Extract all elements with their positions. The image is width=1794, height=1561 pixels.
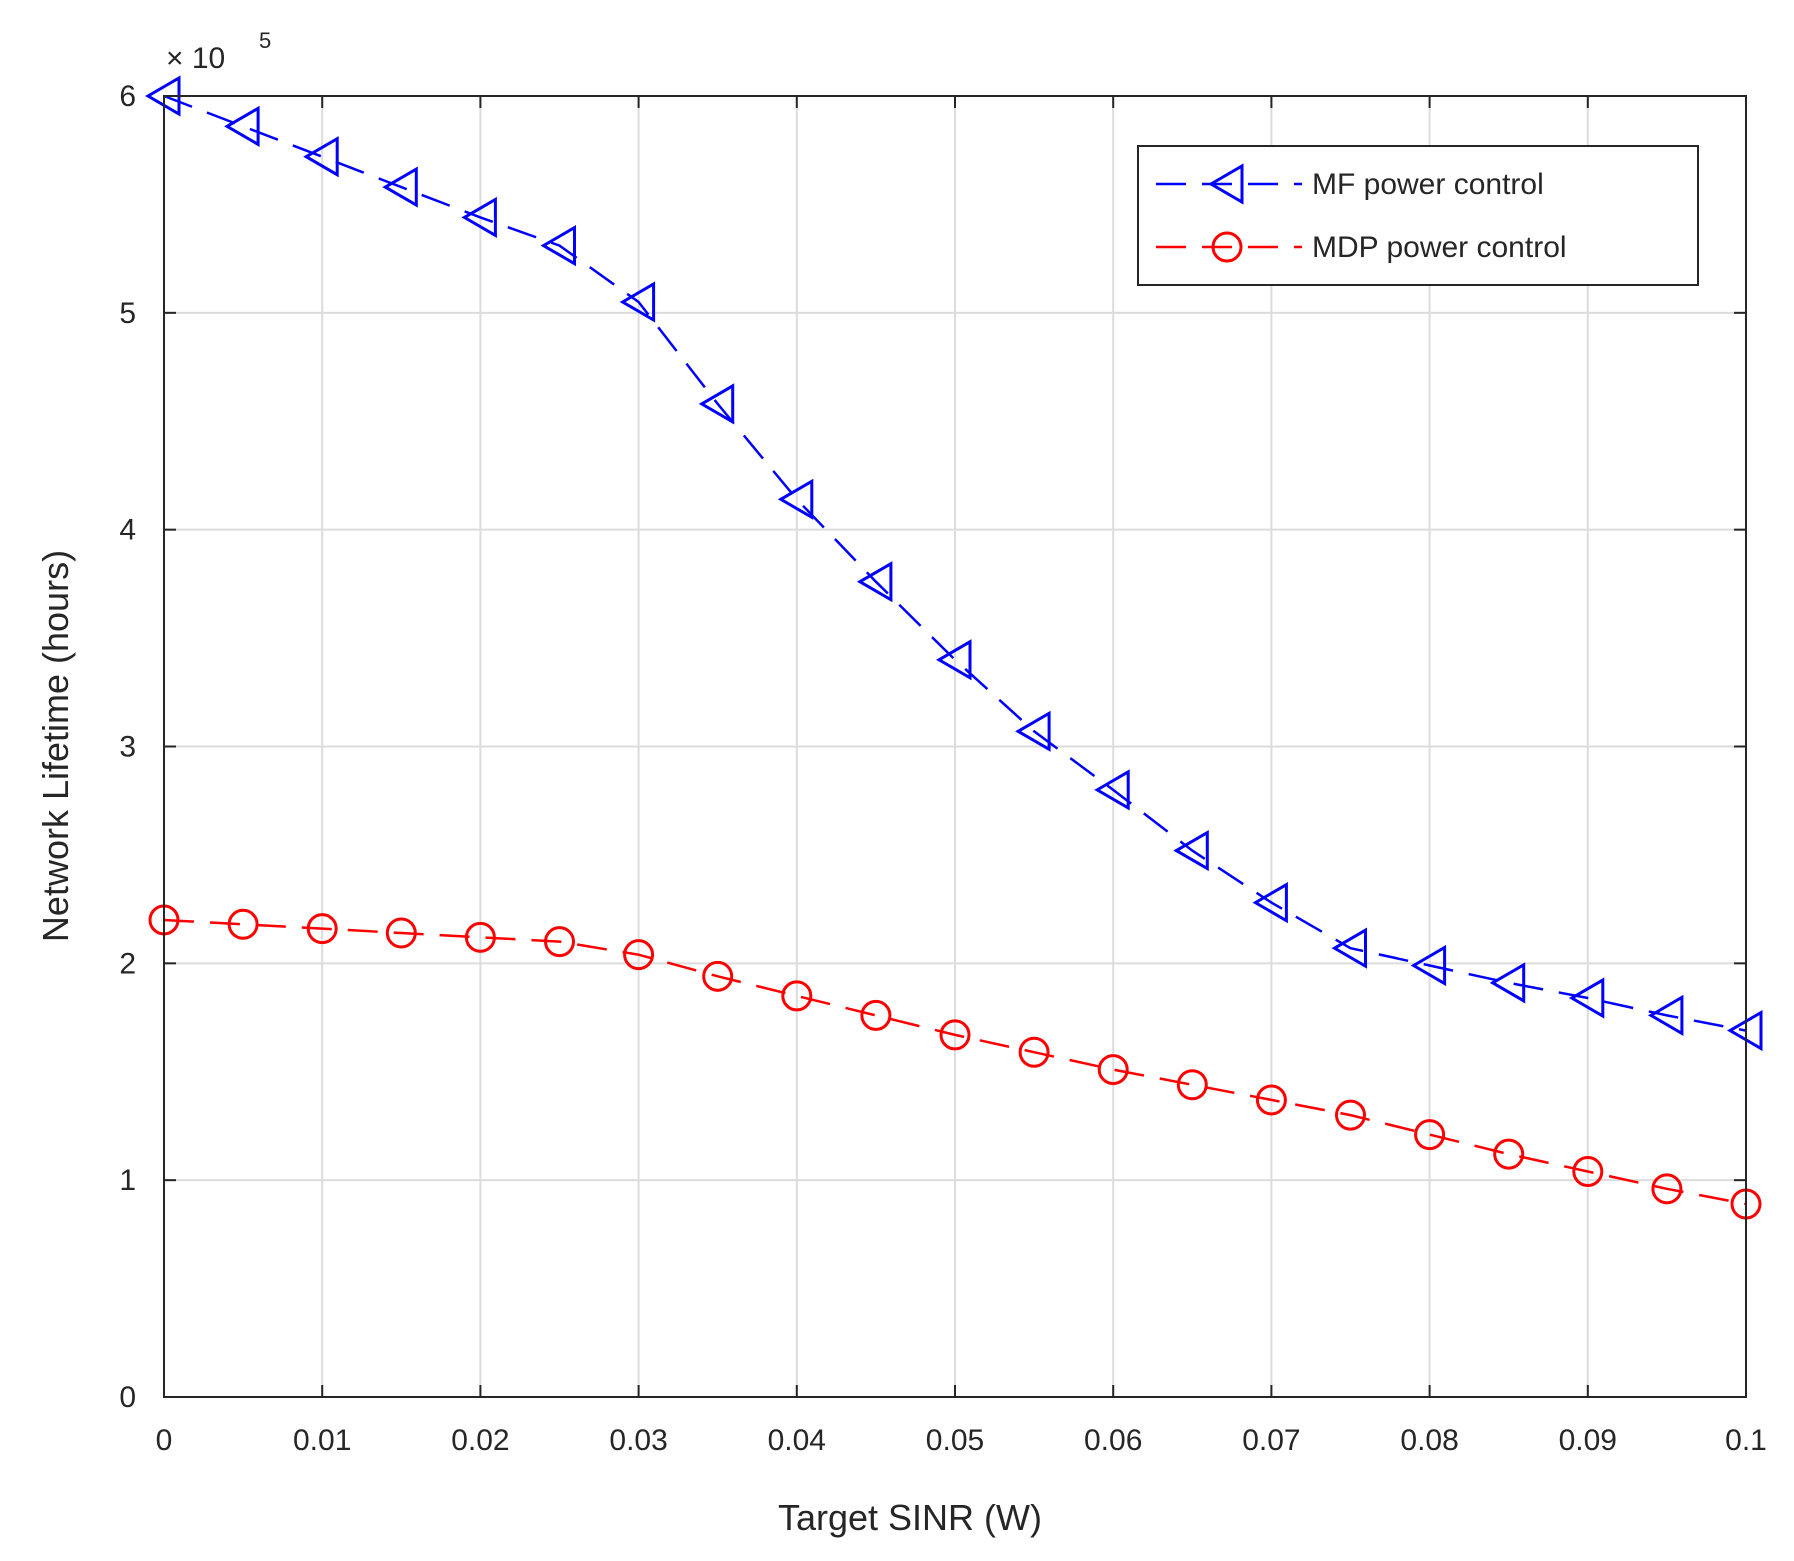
data-point-marker bbox=[1331, 927, 1367, 969]
series-line bbox=[163, 94, 1747, 1032]
legend-items: MF power control MDP power control bbox=[1152, 163, 1567, 264]
series-mf bbox=[145, 75, 1763, 1052]
data-point-marker bbox=[1410, 944, 1447, 987]
y-exponent-label: × 10 bbox=[166, 42, 225, 75]
legend-label: MF power control bbox=[1312, 168, 1544, 201]
series-line bbox=[163, 918, 1747, 1206]
x-tick-label: 0.1 bbox=[1725, 1424, 1767, 1457]
data-point-marker bbox=[224, 105, 260, 147]
data-point-marker bbox=[936, 639, 972, 681]
data-point-marker bbox=[1252, 882, 1288, 924]
data-point-marker bbox=[619, 281, 656, 323]
x-tick-label: 0.03 bbox=[609, 1424, 667, 1457]
data-point-marker bbox=[544, 926, 575, 958]
data-point-marker bbox=[227, 908, 259, 940]
data-point-marker bbox=[1335, 1099, 1366, 1131]
data-point-marker bbox=[306, 913, 338, 945]
data-point-marker bbox=[1015, 710, 1051, 752]
data-point-marker bbox=[856, 561, 893, 603]
data-point-marker bbox=[1255, 1084, 1287, 1116]
x-axis-label: Target SINR (W) bbox=[778, 1497, 1042, 1538]
series-layer bbox=[145, 75, 1763, 1220]
y-tick-label: 1 bbox=[119, 1164, 136, 1197]
data-point-marker bbox=[385, 917, 417, 949]
x-tick-label: 0.04 bbox=[768, 1424, 826, 1457]
x-tick-label: 0.01 bbox=[293, 1424, 351, 1457]
data-point-marker bbox=[860, 999, 892, 1031]
y-tick-label: 4 bbox=[119, 514, 136, 547]
series-mdp bbox=[148, 904, 1762, 1220]
data-point-marker bbox=[1414, 1119, 1446, 1151]
data-point-marker bbox=[1568, 977, 1605, 1019]
data-point-marker bbox=[461, 196, 497, 239]
x-tick-label: 0.05 bbox=[926, 1424, 984, 1457]
legend: MF power control MDP power control bbox=[1137, 145, 1699, 286]
data-point-marker bbox=[1176, 1069, 1208, 1101]
y-tick-label: 3 bbox=[119, 731, 136, 764]
y-tick-label: 2 bbox=[119, 947, 136, 980]
data-point-marker bbox=[1018, 1036, 1050, 1068]
data-point-marker bbox=[1489, 962, 1526, 1004]
y-tick-label: 5 bbox=[119, 297, 136, 330]
data-point-marker bbox=[1173, 829, 1209, 872]
x-tick-label: 0.09 bbox=[1559, 1424, 1617, 1457]
data-point-marker bbox=[382, 166, 418, 208]
legend-box bbox=[1137, 145, 1699, 286]
tick-labels: 0 0.01 0.02 0.03 0.04 0.05 0.06 0.07 0.08 0.09 0.1… bbox=[119, 80, 1767, 1457]
legend-marker bbox=[1208, 163, 1244, 205]
data-point-marker bbox=[303, 136, 339, 178]
legend-entry: MDP power control bbox=[1152, 231, 1567, 264]
y-exponent-power: 5 bbox=[259, 28, 271, 53]
x-tick-label: 0.06 bbox=[1084, 1424, 1142, 1457]
legend-label: MDP power control bbox=[1312, 231, 1567, 264]
data-point-marker bbox=[1094, 769, 1130, 811]
data-point-marker bbox=[1651, 1173, 1683, 1205]
legend-entry: MF power control bbox=[1152, 163, 1544, 205]
x-tick-label: 0.08 bbox=[1400, 1424, 1458, 1457]
data-point-marker bbox=[1097, 1054, 1129, 1086]
data-point-marker bbox=[781, 980, 813, 1012]
y-axis-label: Network Lifetime (hours) bbox=[35, 550, 76, 942]
data-point-marker bbox=[702, 960, 734, 992]
data-point-marker bbox=[777, 478, 814, 520]
x-tick-label: 0 bbox=[156, 1424, 173, 1457]
data-point-marker bbox=[623, 939, 655, 971]
data-point-marker bbox=[464, 921, 496, 953]
data-point-marker bbox=[1647, 994, 1684, 1036]
y-tick-label: 6 bbox=[119, 80, 136, 113]
data-point-marker bbox=[540, 225, 576, 267]
data-point-marker bbox=[1572, 1155, 1604, 1187]
legend-marker bbox=[1211, 231, 1243, 263]
x-tick-label: 0.07 bbox=[1242, 1424, 1300, 1457]
x-tick-label: 0.02 bbox=[451, 1424, 509, 1457]
data-point-marker bbox=[698, 383, 735, 425]
ticks bbox=[163, 95, 1747, 1398]
data-point-marker bbox=[1493, 1138, 1525, 1170]
y-tick-label: 0 bbox=[119, 1381, 136, 1414]
data-point-marker bbox=[939, 1019, 971, 1051]
